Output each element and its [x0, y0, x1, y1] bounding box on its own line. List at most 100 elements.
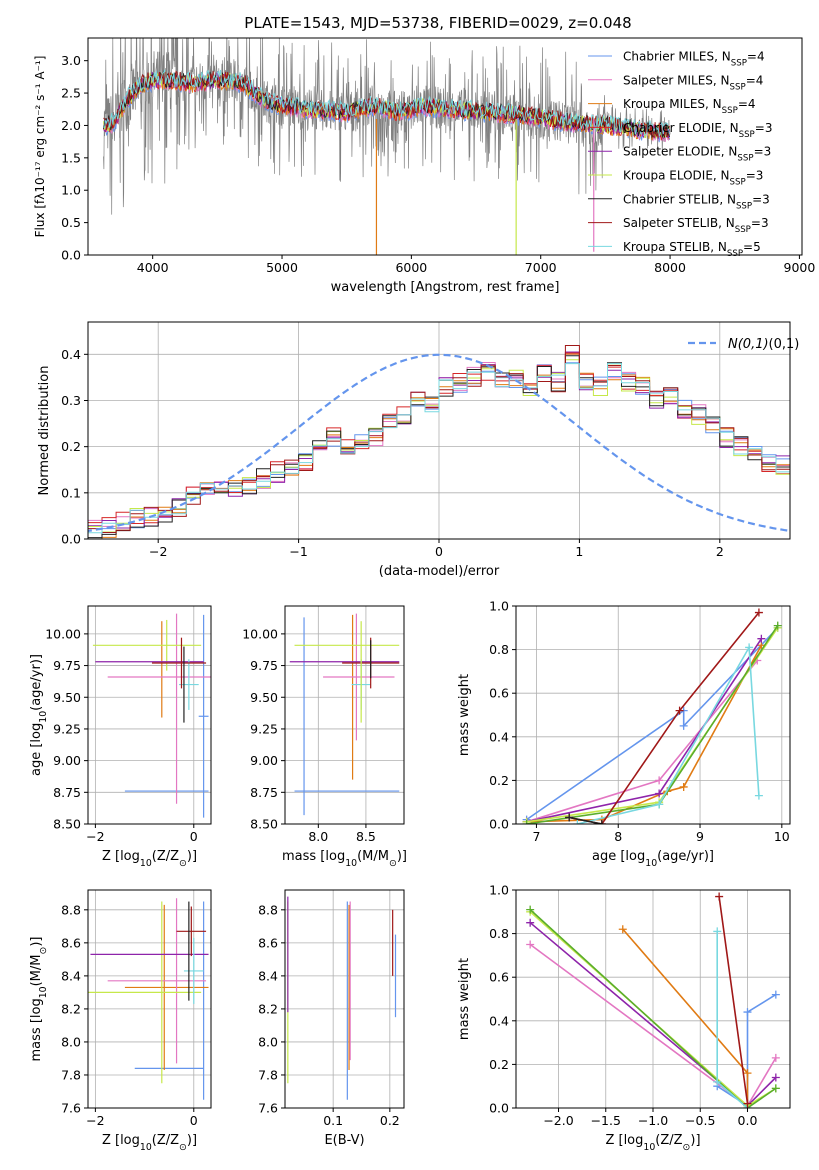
panel-weight_vs_Z: −2.0 −1.5 −1.0 −0.5 0.0 0.0 0.2 0.4 0.6 0.8 1.0 Z [… [457, 883, 791, 1153]
errorbar-point [107, 898, 207, 1064]
x-axis-label: E(B-V) [324, 1133, 364, 1148]
weight-marker [713, 1077, 722, 1086]
panel-residuals: N(0,1)(0,1) −2 −1 0 1 2 0.0 0.1 0.2 0.3 0.4 (data-m… [37, 321, 799, 579]
errorbar-point [176, 906, 207, 957]
y-tick-label: 0.3 [61, 393, 81, 408]
x-tick-label: 8000 [654, 260, 686, 275]
x-tick-label: 0 [190, 1113, 198, 1128]
y-tick-label: 0.5 [61, 215, 81, 230]
y-tick-label: 3.0 [61, 53, 81, 68]
y-tick-label: 8.75 [250, 785, 278, 800]
y-tick-label: 7.8 [258, 1067, 278, 1082]
y-tick-label: 8.75 [53, 785, 81, 800]
plot-area [289, 613, 400, 816]
x-tick-label: 9 [696, 829, 704, 844]
plot-area [522, 608, 782, 824]
y-tick-label: 9.50 [250, 690, 278, 705]
weight-marker [771, 1084, 780, 1093]
y-tick-label: 1.0 [489, 599, 509, 614]
y-tick-label: 8.6 [258, 935, 278, 950]
weight-marker [771, 1073, 780, 1082]
x-tick-label: −0.5 [685, 1113, 715, 1128]
weight-marker [679, 782, 688, 791]
y-axis-label: age [log10(age/yr)] [29, 654, 49, 776]
weight-marker [597, 820, 606, 824]
x-tick-label: −2 [86, 829, 104, 844]
x-tick-label: −1.5 [591, 1113, 621, 1128]
legend-entry: Salpeter ELODIE, NSSP=3 [623, 145, 771, 164]
y-tick-label: 9.50 [53, 690, 81, 705]
panel-age_vs_mass: 8.0 8.5 8.50 8.75 9.00 9.25 9.50 9.75 10.00 mass … [242, 605, 407, 869]
y-tick-label: 10.00 [45, 626, 81, 641]
weight-marker [754, 791, 763, 800]
x-tick-label: 0 [190, 829, 198, 844]
weight-line [716, 931, 749, 1108]
x-axis-label: wavelength [Angstrom, rest frame] [331, 280, 560, 295]
plot-area [88, 345, 790, 539]
weight-line [526, 627, 779, 821]
y-tick-label: 9.00 [250, 753, 278, 768]
y-tick-label: 8.4 [258, 968, 278, 983]
panel-mass_vs_Z: −2 0 7.6 7.8 8.0 8.2 8.4 8.6 8.8 Z [log10(Z/Z⊙)] m… [29, 889, 212, 1153]
y-tick-label: 0.2 [61, 439, 81, 454]
weight-marker [773, 621, 782, 630]
weight-marker [618, 925, 627, 934]
y-tick-label: 0.8 [489, 926, 509, 941]
model-fit-line [103, 69, 670, 138]
weight-marker [715, 892, 724, 901]
y-tick-label: 8.2 [61, 1001, 81, 1016]
y-tick-label: 0.0 [489, 1101, 509, 1116]
axes-frame [87, 605, 212, 825]
plot-area [287, 896, 397, 1100]
axes-frame [284, 889, 405, 1109]
y-tick-label: 0.2 [489, 773, 509, 788]
x-tick-label: 6000 [395, 260, 427, 275]
y-tick-label: 0.2 [489, 1057, 509, 1072]
normal-curve [88, 353, 790, 533]
y-tick-label: 0.0 [61, 248, 81, 263]
y-tick-label: 7.6 [61, 1101, 81, 1116]
weight-marker [573, 820, 582, 824]
x-tick-label: 4000 [137, 260, 169, 275]
legend-entry: Salpeter STELIB, NSSP=3 [623, 216, 769, 235]
errorbar-point [151, 637, 207, 689]
y-tick-label: 0.0 [489, 817, 509, 832]
plot-area [92, 613, 211, 818]
weight-marker [743, 1008, 752, 1017]
y-tick-label: 1.5 [61, 150, 81, 165]
errorbar-point [183, 937, 204, 1004]
plot-area [88, 898, 209, 1100]
x-tick-label: 10 [774, 829, 790, 844]
errorbar-point [88, 901, 202, 1084]
y-tick-label: 8.50 [53, 817, 81, 832]
y-tick-label: 2.5 [61, 86, 81, 101]
figure-title: PLATE=1543, MJD=53738, FIBERID=0029, z=0… [244, 14, 631, 32]
weight-line [569, 816, 603, 824]
x-tick-label: −1.0 [638, 1113, 668, 1128]
y-tick-label: 7.8 [61, 1067, 81, 1082]
axes-frame [515, 605, 791, 825]
y-axis-label: mass [log10(M/M⊙)] [29, 937, 49, 1062]
legend-entry: Kroupa STELIB, NSSP=5 [623, 240, 761, 259]
y-tick-label: 0.4 [61, 347, 81, 362]
weight-line [577, 644, 760, 824]
weight-line [529, 909, 777, 1108]
y-tick-label: 9.75 [250, 658, 278, 673]
weight-marker [565, 813, 574, 822]
x-tick-label: 8 [614, 829, 622, 844]
x-tick-label: 0.0 [738, 1113, 758, 1128]
y-tick-label: 9.75 [53, 658, 81, 673]
y-tick-label: 0.4 [489, 1013, 509, 1028]
x-tick-label: −1 [289, 544, 307, 559]
y-tick-label: 1.0 [489, 883, 509, 898]
x-tick-label: 8.0 [308, 829, 328, 844]
y-tick-label: 8.0 [61, 1034, 81, 1049]
legend-entry: Chabrier ELODIE, NSSP=3 [623, 121, 772, 140]
x-tick-label: 0 [435, 544, 443, 559]
y-axis-label: mass weight [457, 958, 472, 1040]
axes-frame [87, 37, 803, 256]
y-tick-label: 9.25 [53, 721, 81, 736]
y-tick-label: 7.6 [258, 1101, 278, 1116]
weight-marker [655, 789, 664, 798]
